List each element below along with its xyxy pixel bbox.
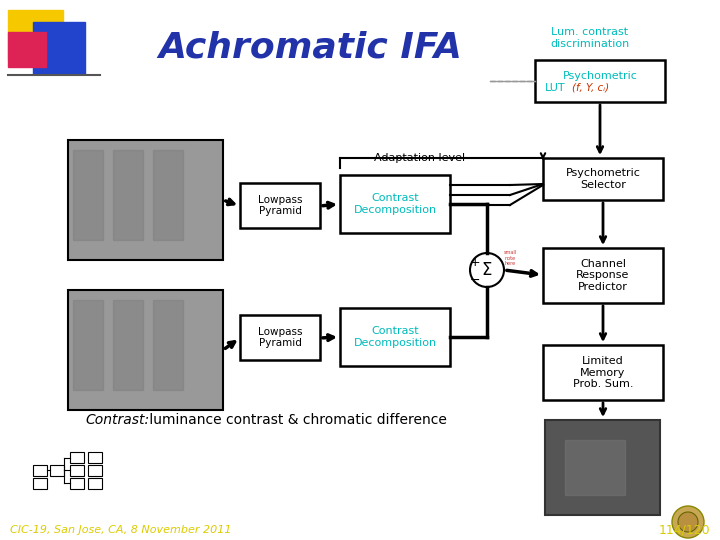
Text: Contrast:: Contrast: — [85, 413, 149, 427]
Bar — [153, 300, 183, 390]
Bar — [545, 420, 660, 515]
Bar — [88, 465, 102, 476]
Circle shape — [672, 506, 704, 538]
Text: Psychometric
Selector: Psychometric Selector — [566, 168, 640, 190]
Bar — [70, 478, 84, 489]
Circle shape — [470, 253, 504, 287]
Bar — [535, 60, 665, 102]
Bar — [543, 345, 663, 400]
Text: 114/120: 114/120 — [658, 523, 710, 537]
Bar — [565, 440, 625, 495]
Bar — [543, 248, 663, 303]
Bar — [88, 478, 102, 489]
Bar — [113, 150, 143, 240]
Bar — [50, 465, 64, 476]
Text: Achromatic IFA: Achromatic IFA — [158, 31, 462, 65]
Text: Limited
Memory
Prob. Sum.: Limited Memory Prob. Sum. — [572, 356, 634, 389]
Text: small
note
here: small note here — [503, 249, 516, 266]
Text: LUT: LUT — [545, 83, 566, 93]
Bar — [33, 465, 47, 476]
Text: Lowpass
Pyramid: Lowpass Pyramid — [258, 327, 302, 348]
Text: Channel
Response
Predictor: Channel Response Predictor — [576, 259, 630, 292]
Text: (f, Y, cᵢ): (f, Y, cᵢ) — [572, 83, 609, 93]
Text: Lowpass
Pyramid: Lowpass Pyramid — [258, 195, 302, 217]
Bar — [88, 452, 102, 463]
Bar — [33, 478, 47, 489]
Bar — [33, 22, 85, 74]
Text: Psychometric: Psychometric — [562, 71, 637, 81]
Circle shape — [678, 512, 698, 532]
Bar — [240, 183, 320, 228]
Bar — [73, 150, 103, 240]
Text: luminance contrast & chromatic difference: luminance contrast & chromatic differenc… — [145, 413, 447, 427]
Bar — [68, 140, 223, 260]
Text: Contrast
Decomposition: Contrast Decomposition — [354, 193, 436, 215]
Text: Adaptation level: Adaptation level — [374, 153, 466, 163]
Bar — [340, 175, 450, 233]
Bar — [70, 452, 84, 463]
Text: +: + — [469, 255, 480, 268]
Bar — [68, 290, 223, 410]
Text: CIC-19, San Jose, CA, 8 November 2011: CIC-19, San Jose, CA, 8 November 2011 — [10, 525, 232, 535]
Bar — [543, 158, 663, 200]
Bar — [340, 308, 450, 366]
Bar — [113, 300, 143, 390]
Bar — [8, 32, 46, 67]
Bar — [153, 150, 183, 240]
Text: Contrast
Decomposition: Contrast Decomposition — [354, 326, 436, 348]
Bar — [8, 10, 63, 60]
Text: Lum. contrast
discrimination: Lum. contrast discrimination — [550, 27, 629, 49]
Bar — [73, 300, 103, 390]
Bar — [70, 465, 84, 476]
Text: Σ: Σ — [482, 261, 492, 279]
Text: −: − — [469, 273, 480, 287]
Bar — [240, 315, 320, 360]
